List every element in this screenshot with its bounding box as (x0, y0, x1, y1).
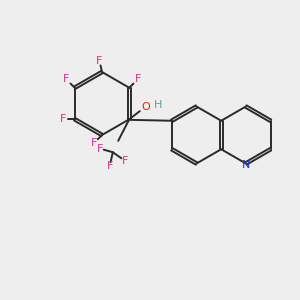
Text: F: F (90, 138, 97, 148)
Text: F: F (134, 74, 141, 84)
Text: F: F (60, 114, 67, 124)
Text: O: O (141, 102, 150, 112)
Text: H: H (154, 100, 163, 110)
Text: F: F (97, 144, 104, 154)
Text: F: F (63, 74, 70, 84)
Text: F: F (96, 56, 102, 66)
Text: F: F (106, 161, 113, 171)
Text: F: F (122, 156, 128, 166)
Text: N: N (242, 160, 250, 170)
